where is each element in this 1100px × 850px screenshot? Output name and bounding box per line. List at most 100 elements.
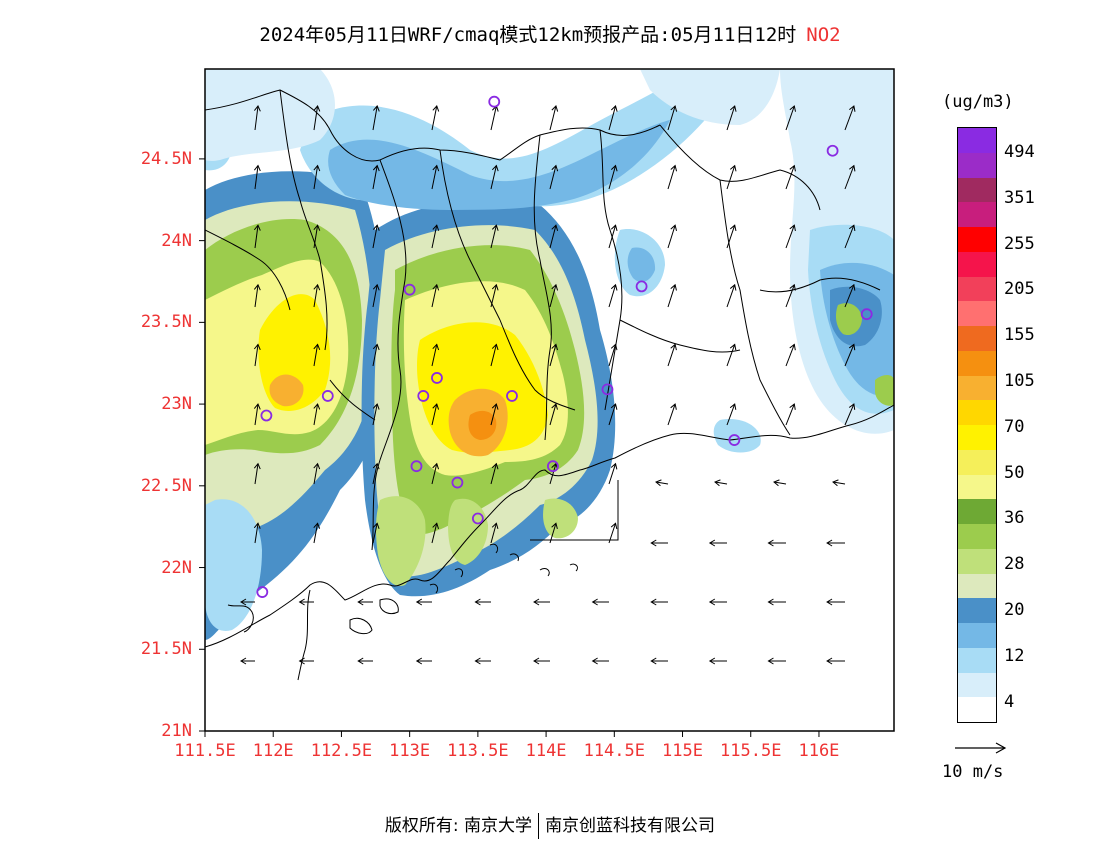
wind-vector — [608, 164, 618, 190]
colorbar-label: 105 — [1004, 371, 1035, 391]
wind-vector — [533, 598, 550, 606]
lat-tick-label: 24.5N — [140, 148, 192, 169]
monitoring-stations — [256, 95, 873, 598]
lat-tick-label: 22.5N — [140, 475, 192, 496]
wind-vector — [372, 343, 380, 367]
concentration-contour — [328, 120, 670, 210]
concentration-contour — [205, 499, 262, 631]
lon-tick-label: 112E — [252, 741, 294, 761]
wind-vector — [474, 598, 491, 606]
boundary-line — [297, 589, 311, 681]
colorbar-swatch — [958, 449, 996, 475]
lat-tick-label: 21N — [161, 721, 192, 741]
boundary-line — [719, 179, 791, 436]
wind-vector — [253, 343, 261, 367]
wind-vector — [372, 224, 380, 249]
concentration-contour — [468, 410, 497, 440]
lon-tick-label: 116E — [798, 741, 840, 761]
colorbar-label: 351 — [1004, 187, 1035, 208]
colorbar-label: 50 — [1004, 462, 1025, 483]
wind-vector — [313, 164, 321, 190]
concentration-contour — [269, 374, 304, 407]
colorbar-swatch — [958, 177, 996, 203]
wind-vector — [253, 164, 261, 190]
monitoring-station-marker — [547, 460, 559, 473]
wind-vector — [474, 657, 491, 665]
boundary-line — [599, 129, 623, 411]
wind-vector — [785, 343, 796, 367]
lon-tick-label: 113E — [389, 741, 431, 761]
wind-vector — [431, 224, 440, 249]
concentration-contour — [640, 69, 780, 125]
wind-vector — [490, 343, 499, 367]
boundary-line — [530, 480, 619, 541]
copyright-footer: 版权所有: 南京大学 南京创蓝科技有限公司 — [0, 811, 1100, 839]
wind-vector — [431, 462, 440, 485]
colorbar-swatch — [958, 375, 996, 401]
monitoring-station-marker — [826, 144, 839, 157]
wind-vector — [785, 224, 796, 249]
monitoring-station-marker — [321, 390, 334, 402]
concentration-contour — [205, 69, 335, 161]
colorbar-label: 4 — [1004, 691, 1015, 712]
wind-vector — [372, 164, 380, 190]
boundary-line — [371, 159, 407, 551]
wind-vector — [667, 164, 678, 190]
wind-vector — [372, 522, 380, 544]
wind-vector — [549, 283, 559, 308]
wind-vector — [490, 105, 499, 131]
wind-vector — [490, 403, 499, 426]
wind-vector — [608, 283, 618, 308]
wind-vector — [650, 539, 668, 547]
colorbar-label: 205 — [1004, 279, 1035, 300]
map-title: 2024年05月11日WRF/cmaq模式12km预报产品:05月11日12时 N… — [0, 20, 1100, 47]
wind-vector — [655, 479, 669, 487]
boundary-line — [659, 124, 821, 211]
lon-tick-label: 115E — [662, 741, 703, 761]
colorbar-label: 494 — [1004, 142, 1035, 162]
lon-tick-label: 115.5E — [720, 741, 782, 761]
boundary-line — [227, 604, 254, 633]
lat-tick-label: 24N — [161, 230, 192, 251]
colorbar-swatch — [958, 499, 996, 524]
wind-vector — [549, 164, 559, 190]
concentration-contour — [875, 375, 894, 406]
colorbar-label: 12 — [1004, 645, 1025, 666]
boundary-line — [205, 229, 291, 311]
lat-tick-label: 21.5N — [140, 639, 192, 660]
wind-vector — [608, 343, 618, 367]
wind-vector — [773, 479, 787, 487]
wind-vector — [650, 598, 668, 606]
colorbar-label: 20 — [1004, 600, 1025, 620]
boundary-line — [349, 617, 373, 635]
colorbar-swatch — [958, 251, 996, 277]
lon-tick-label: 114.5E — [583, 741, 646, 761]
boundary-line — [533, 134, 552, 441]
monitoring-station-marker — [601, 383, 614, 396]
lon-tick-label: 111.5E — [174, 741, 236, 761]
wind-vector — [254, 105, 261, 131]
wind-vector — [667, 403, 677, 426]
wind-vector — [767, 657, 786, 665]
colorbar-swatch — [958, 301, 996, 326]
wind-vector — [313, 105, 321, 131]
colorbar-swatch — [958, 647, 996, 673]
wind-vector — [298, 598, 314, 606]
wind-vector — [253, 522, 261, 544]
wind-vector — [549, 224, 559, 249]
wind-vector — [313, 522, 321, 544]
wind-vector — [726, 164, 737, 190]
lat-tick-label: 22N — [161, 557, 192, 578]
colorbar-swatch — [958, 152, 996, 178]
lat-tick-label: 23.5N — [140, 312, 192, 333]
wind-vector — [785, 403, 796, 426]
wind-vector — [726, 224, 737, 249]
wind-vector — [726, 105, 737, 131]
wind-vector — [431, 522, 439, 544]
wind-vector — [490, 164, 499, 190]
monitoring-station-marker — [488, 95, 501, 108]
concentration-contour — [375, 496, 426, 586]
monitoring-station-marker — [860, 308, 873, 321]
wind-vector — [372, 283, 380, 308]
